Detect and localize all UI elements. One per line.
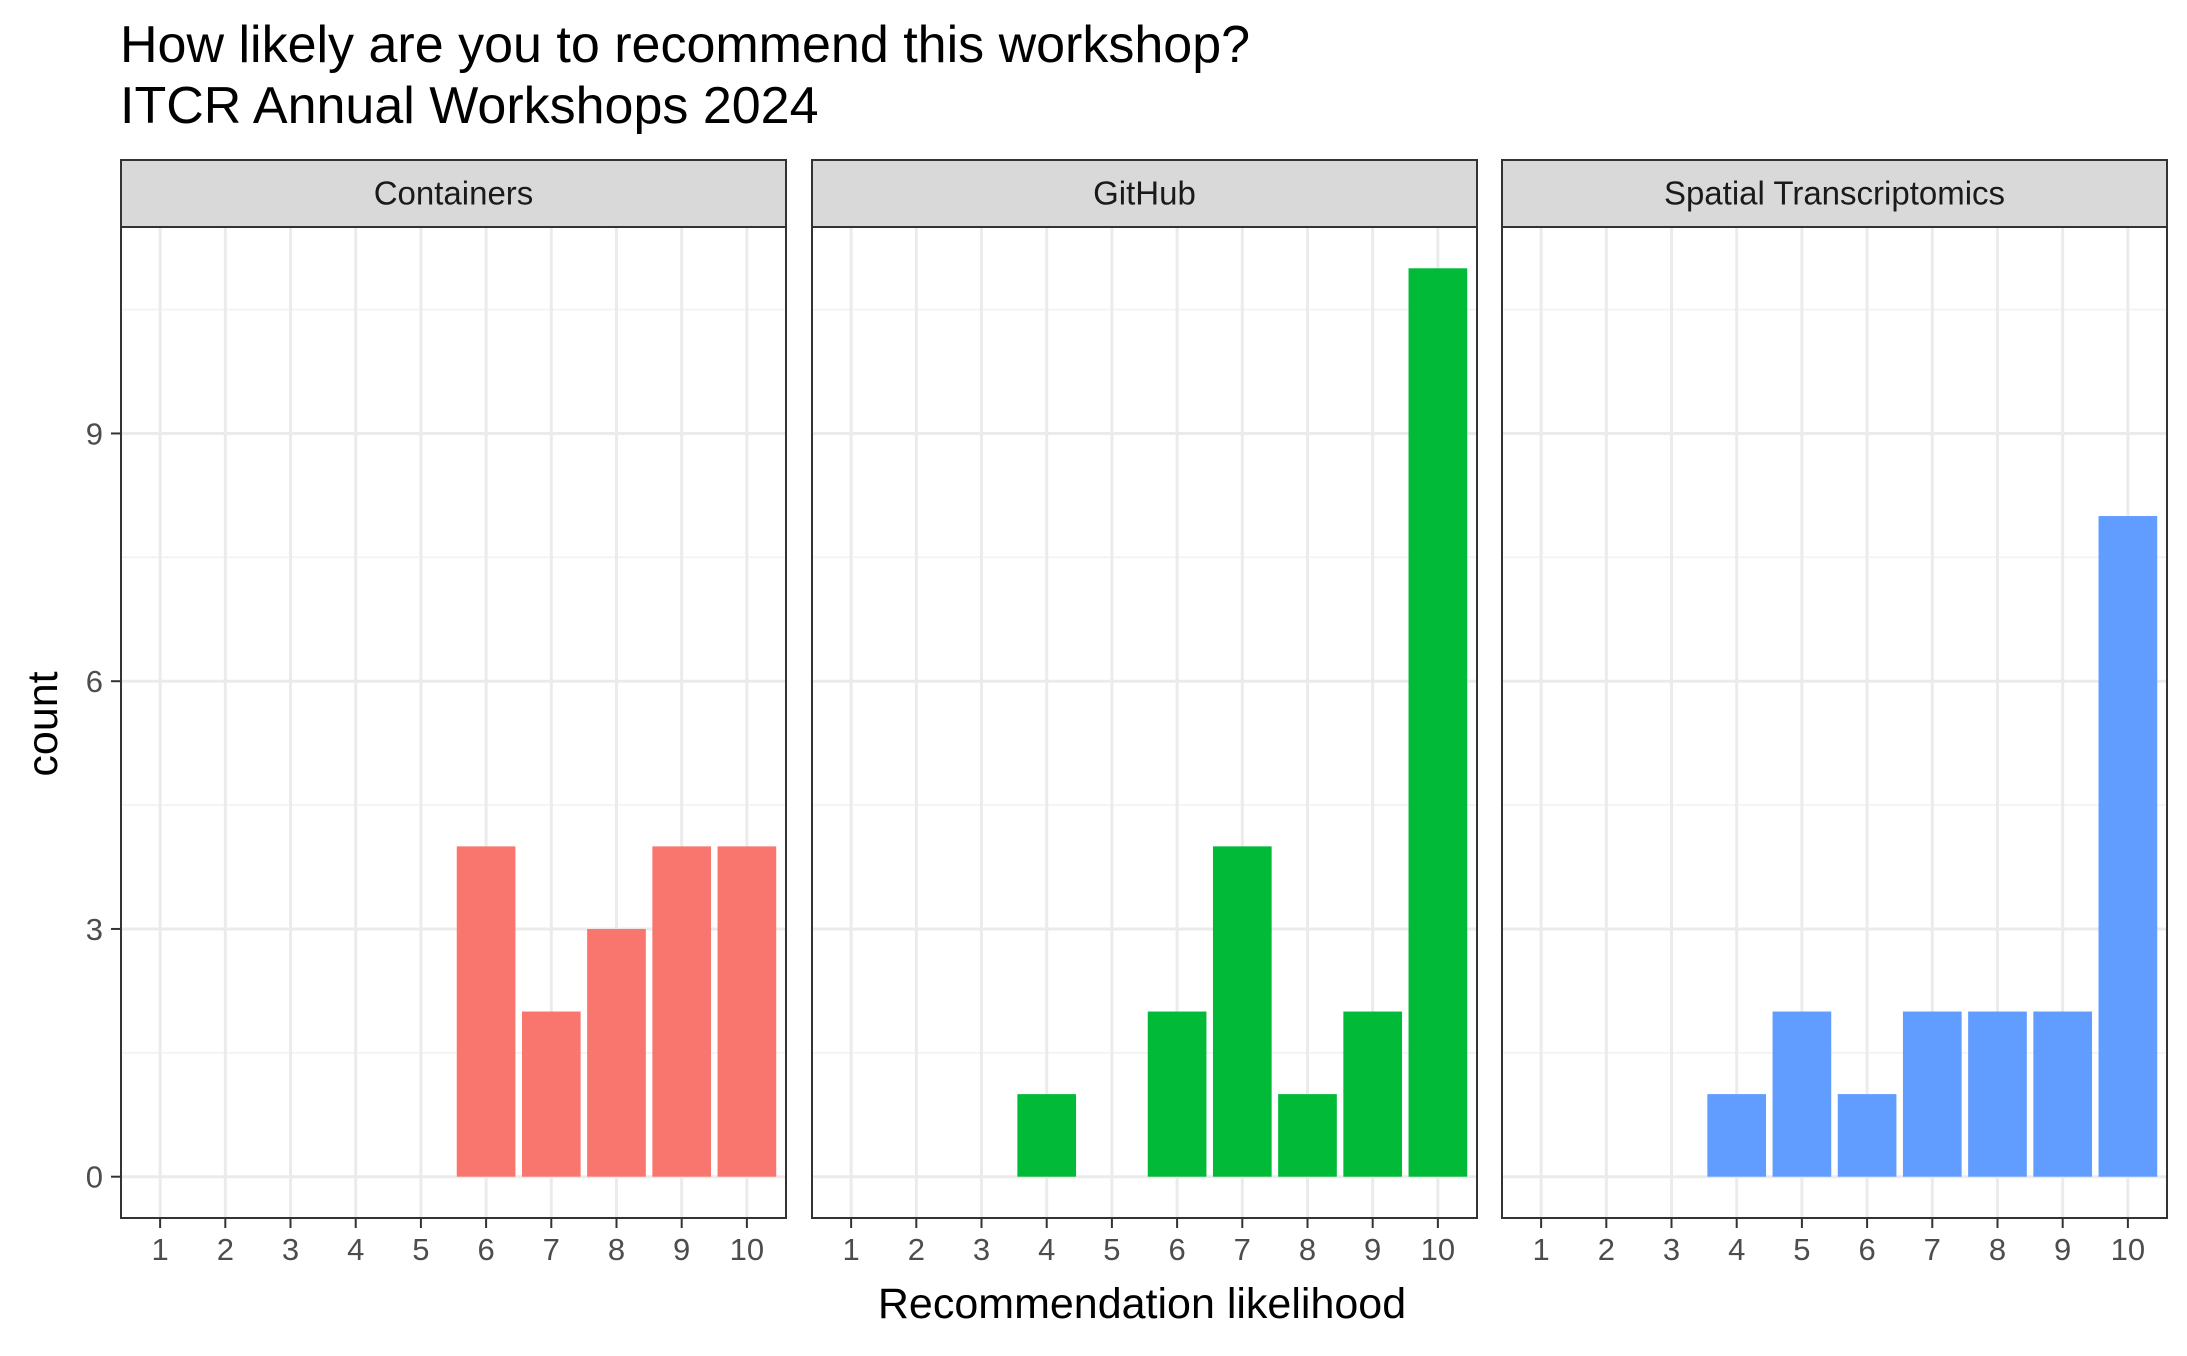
x-tick-label: 2 — [217, 1232, 234, 1267]
bar — [1408, 268, 1468, 1177]
facet-strip-label: Containers — [374, 175, 534, 212]
facet-panel: GitHub 1 2 3 4 5 6 7 8 9 10 — [811, 159, 1478, 1267]
facet-panel: Spatial Transcriptomics 1 2 3 4 5 6 7 8 9 10 — [1501, 159, 2168, 1267]
x-tick-label: 5 — [1103, 1232, 1120, 1267]
bar — [717, 846, 777, 1177]
x-tick-label: 6 — [477, 1232, 494, 1267]
facet-panel: Containers 1 2 3 4 5 6 7 8 9 10 — [120, 159, 787, 1267]
y-tick-label: 0 — [86, 1160, 103, 1195]
chart-title-line-2: ITCR Annual Workshops 2024 — [120, 77, 819, 135]
x-tick-label: 2 — [1598, 1232, 1615, 1267]
x-tick-label: 10 — [2111, 1232, 2145, 1267]
y-tick-label: 6 — [86, 664, 103, 699]
x-tick-label: 1 — [842, 1232, 859, 1267]
chart-title-line-1: How likely are you to recommend this wor… — [120, 16, 1250, 74]
x-tick-label: 9 — [673, 1232, 690, 1267]
x-tick-label: 3 — [973, 1232, 990, 1267]
x-tick-label: 4 — [347, 1232, 364, 1267]
bar — [2033, 1011, 2093, 1177]
x-tick-label: 2 — [908, 1232, 925, 1267]
bar — [1343, 1011, 1403, 1177]
x-tick-label: 8 — [1989, 1232, 2006, 1267]
bar — [1147, 1011, 1207, 1177]
x-tick-label: 5 — [412, 1232, 429, 1267]
x-tick-label: 3 — [282, 1232, 299, 1267]
y-tick-label: 9 — [86, 416, 103, 451]
x-tick-label: 1 — [1532, 1232, 1549, 1267]
x-tick-label: 7 — [1234, 1232, 1251, 1267]
x-tick-label: 7 — [543, 1232, 560, 1267]
facet-strip — [120, 159, 787, 228]
x-tick-label: 7 — [1924, 1232, 1941, 1267]
facet-strip — [1501, 159, 2168, 228]
facet-strip — [811, 159, 1478, 228]
x-tick-label: 9 — [2054, 1232, 2071, 1267]
facet-strip-label: Spatial Transcriptomics — [1664, 175, 2005, 212]
bar — [1017, 1094, 1077, 1177]
x-tick-label: 10 — [730, 1232, 764, 1267]
facet-strip-label: GitHub — [1093, 175, 1196, 212]
x-tick-label: 3 — [1663, 1232, 1680, 1267]
bar — [1707, 1094, 1767, 1177]
bar — [1902, 1011, 1962, 1177]
x-tick-label: 8 — [608, 1232, 625, 1267]
x-tick-label: 9 — [1364, 1232, 1381, 1267]
bar — [521, 1011, 581, 1177]
bar — [587, 928, 646, 1177]
x-tick-label: 6 — [1858, 1232, 1875, 1267]
bar — [1837, 1094, 1897, 1177]
x-axis-title: Recommendation likelihood — [878, 1280, 1406, 1328]
x-tick-label: 4 — [1728, 1232, 1745, 1267]
bar — [1772, 1011, 1832, 1177]
bar — [2098, 516, 2158, 1177]
bar — [1968, 1011, 2027, 1177]
x-tick-label: 8 — [1299, 1232, 1316, 1267]
bar — [1278, 1094, 1337, 1177]
bar — [456, 846, 516, 1177]
x-tick-label: 4 — [1038, 1232, 1055, 1267]
x-tick-label: 6 — [1168, 1232, 1185, 1267]
y-axis: 0 3 6 9 — [86, 416, 121, 1195]
x-tick-label: 1 — [151, 1232, 168, 1267]
x-tick-label: 5 — [1793, 1232, 1810, 1267]
bar — [1212, 846, 1272, 1177]
y-axis-title: count — [19, 671, 67, 776]
bar — [652, 846, 712, 1177]
x-tick-label: 10 — [1421, 1232, 1455, 1267]
y-tick-label: 3 — [86, 912, 103, 947]
